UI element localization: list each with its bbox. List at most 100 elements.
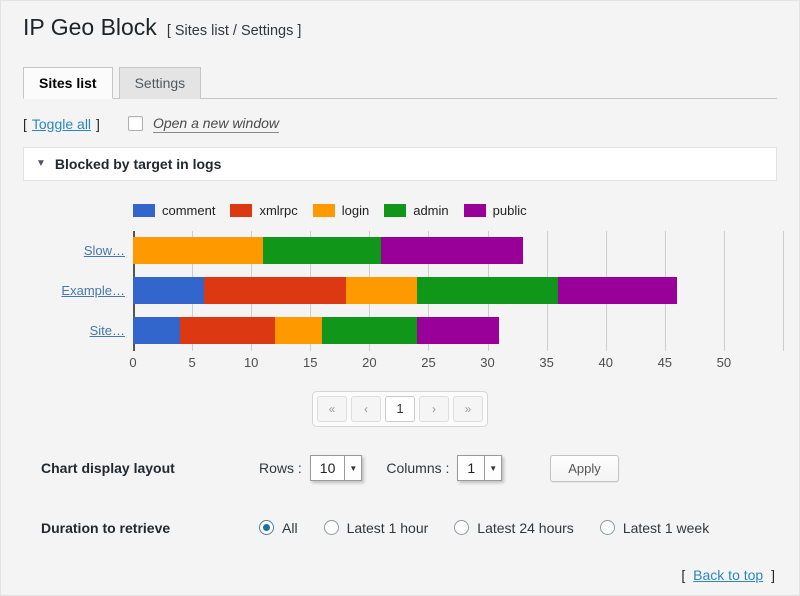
pagination-next[interactable]: › bbox=[419, 395, 449, 422]
radio-label-latest-1-hour: Latest 1 hour bbox=[346, 519, 429, 536]
radio-icon-latest-1-week bbox=[599, 520, 615, 536]
rows-select[interactable]: 10 ▼ bbox=[309, 455, 363, 482]
bar-segment-login[interactable] bbox=[133, 237, 263, 265]
bar-segment-login[interactable] bbox=[274, 317, 323, 345]
x-tick-label-40: 40 bbox=[598, 354, 613, 370]
bar-segment-public[interactable] bbox=[381, 237, 523, 265]
bar-segment-comment[interactable] bbox=[133, 277, 204, 305]
page-title: IP Geo Block bbox=[23, 14, 157, 40]
chart-display-layout-row: Chart display layout Rows : 10 ▼ Columns… bbox=[41, 454, 777, 482]
panel-header-blocked-by-target[interactable]: ▼ Blocked by target in logs bbox=[23, 146, 777, 181]
apply-button[interactable]: Apply bbox=[550, 454, 619, 482]
radio-option-latest-24-hours[interactable]: Latest 24 hours bbox=[454, 520, 574, 536]
legend-label-admin: admin bbox=[413, 202, 449, 218]
bracket-right: ] bbox=[96, 115, 100, 132]
bracket-right: ] bbox=[771, 567, 775, 583]
legend-swatch-xmlrpc bbox=[230, 203, 253, 217]
radio-icon-all bbox=[259, 520, 274, 536]
stacked-bar-site bbox=[133, 317, 783, 345]
radio-label-latest-24-hours: Latest 24 hours bbox=[477, 519, 574, 536]
bar-segment-xmlrpc[interactable] bbox=[180, 317, 275, 345]
radio-option-all[interactable]: All bbox=[259, 520, 298, 536]
legend-swatch-comment bbox=[133, 203, 155, 217]
columns-select-value: 1 bbox=[467, 460, 476, 477]
x-tick-label-20: 20 bbox=[362, 354, 377, 370]
tab-bar: Sites list Settings bbox=[23, 66, 777, 99]
category-link-site[interactable]: Site… bbox=[89, 323, 125, 339]
legend-swatch-public bbox=[463, 203, 486, 217]
chart-rows: Slow… Example… Site… bbox=[61, 231, 783, 351]
bar-segment-comment[interactable] bbox=[133, 317, 181, 345]
chart-x-axis: 0 5 10 15 20 25 30 35 40 45 50 bbox=[129, 354, 783, 375]
radio-icon-latest-24-hours bbox=[454, 520, 470, 536]
x-tick-label-30: 30 bbox=[480, 354, 495, 370]
triangle-down-icon: ▼ bbox=[36, 157, 46, 169]
columns-label: Columns : bbox=[386, 460, 450, 477]
bar-segment-public[interactable] bbox=[558, 277, 677, 305]
stacked-bar-example bbox=[133, 277, 783, 305]
chart-plot-area: Slow… Example… Site… bbox=[61, 230, 784, 351]
pagination-first[interactable]: « bbox=[317, 395, 347, 422]
legend-label-public: public bbox=[492, 202, 527, 218]
legend-swatch-login bbox=[312, 203, 335, 217]
x-tick-label-0: 0 bbox=[129, 354, 137, 370]
toggle-all-link[interactable]: Toggle all bbox=[31, 115, 92, 132]
ip-geo-block-page: IP Geo Block [ Sites list / Settings ] S… bbox=[1, 1, 799, 536]
x-tick-label-10: 10 bbox=[243, 354, 259, 370]
legend-item-xmlrpc: xmlrpc bbox=[230, 202, 298, 218]
chevron-down-icon: ▼ bbox=[484, 456, 502, 481]
x-tick-label-25: 25 bbox=[421, 354, 436, 370]
bar-segment-admin[interactable] bbox=[416, 277, 559, 305]
radio-icon-latest-1-hour bbox=[323, 520, 339, 536]
back-to-top-link[interactable]: Back to top bbox=[693, 567, 764, 583]
footer: [ Back to top ] bbox=[681, 567, 775, 583]
radio-label-all: All bbox=[282, 519, 298, 536]
bar-segment-xmlrpc[interactable] bbox=[203, 277, 346, 305]
tab-settings[interactable]: Settings bbox=[118, 66, 202, 99]
radio-option-latest-1-week[interactable]: Latest 1 week bbox=[599, 519, 710, 536]
rows-select-value: 10 bbox=[319, 460, 336, 477]
legend-item-public: public bbox=[463, 202, 527, 218]
chart-body: Slow… Example… Site… 0 5 10 15 20 25 30 35 40 45 50 bbox=[23, 230, 784, 375]
pagination-last[interactable]: » bbox=[453, 395, 483, 422]
x-tick-label-35: 35 bbox=[539, 354, 554, 370]
chart-pagination: «‹ 1 ›» bbox=[312, 390, 488, 427]
radio-option-latest-1-hour[interactable]: Latest 1 hour bbox=[323, 519, 429, 536]
tab-sites-list[interactable]: Sites list bbox=[23, 66, 113, 99]
pagination-page-1[interactable]: 1 bbox=[385, 395, 415, 422]
bracket-left: [ bbox=[681, 567, 686, 583]
gridline-50 bbox=[723, 230, 725, 351]
blocked-by-target-chart: comment xmlrpc login admin public Slow… Examp… bbox=[23, 203, 784, 375]
x-tick-label-15: 15 bbox=[303, 354, 318, 370]
gridline-55 bbox=[783, 230, 784, 351]
category-link-slow[interactable]: Slow… bbox=[83, 243, 125, 259]
chevron-down-icon: ▼ bbox=[344, 456, 362, 481]
bar-segment-login[interactable] bbox=[345, 277, 417, 305]
duration-to-retrieve-row: Duration to retrieve All Latest 1 hour Lat… bbox=[41, 520, 777, 536]
chart-row-site: Site… bbox=[90, 311, 783, 351]
category-link-example[interactable]: Example… bbox=[61, 283, 125, 299]
legend-label-comment: comment bbox=[162, 202, 216, 218]
stacked-bar-slow bbox=[133, 237, 783, 265]
breadcrumb: [ Sites list / Settings ] bbox=[166, 23, 302, 39]
bracket-left: [ bbox=[23, 115, 27, 132]
legend-label-login: login bbox=[341, 202, 370, 218]
bar-segment-admin[interactable] bbox=[263, 237, 382, 265]
legend-swatch-admin bbox=[384, 203, 407, 217]
x-tick-label-50: 50 bbox=[716, 354, 732, 370]
duration-radio-group: All Latest 1 hour Latest 24 hours Latest 1 … bbox=[259, 520, 709, 536]
radio-label-latest-1-week: Latest 1 week bbox=[622, 519, 710, 536]
chart-row-example: Example… bbox=[61, 271, 783, 311]
open-new-window-label[interactable]: Open a new window bbox=[152, 114, 280, 133]
chart-legend: comment xmlrpc login admin public bbox=[133, 203, 777, 218]
toolbar: [ Toggle all ] Open a new window bbox=[23, 115, 777, 133]
page-header: IP Geo Block [ Sites list / Settings ] bbox=[23, 13, 777, 42]
legend-label-xmlrpc: xmlrpc bbox=[259, 202, 298, 218]
bar-segment-public[interactable] bbox=[416, 317, 500, 345]
open-new-window-checkbox[interactable] bbox=[127, 116, 143, 132]
chart-row-slow: Slow… bbox=[84, 231, 783, 271]
chart-display-layout-label: Chart display layout bbox=[41, 460, 175, 477]
bar-segment-admin[interactable] bbox=[322, 317, 417, 345]
columns-select[interactable]: 1 ▼ bbox=[457, 455, 503, 482]
pagination-prev[interactable]: ‹ bbox=[351, 395, 381, 422]
